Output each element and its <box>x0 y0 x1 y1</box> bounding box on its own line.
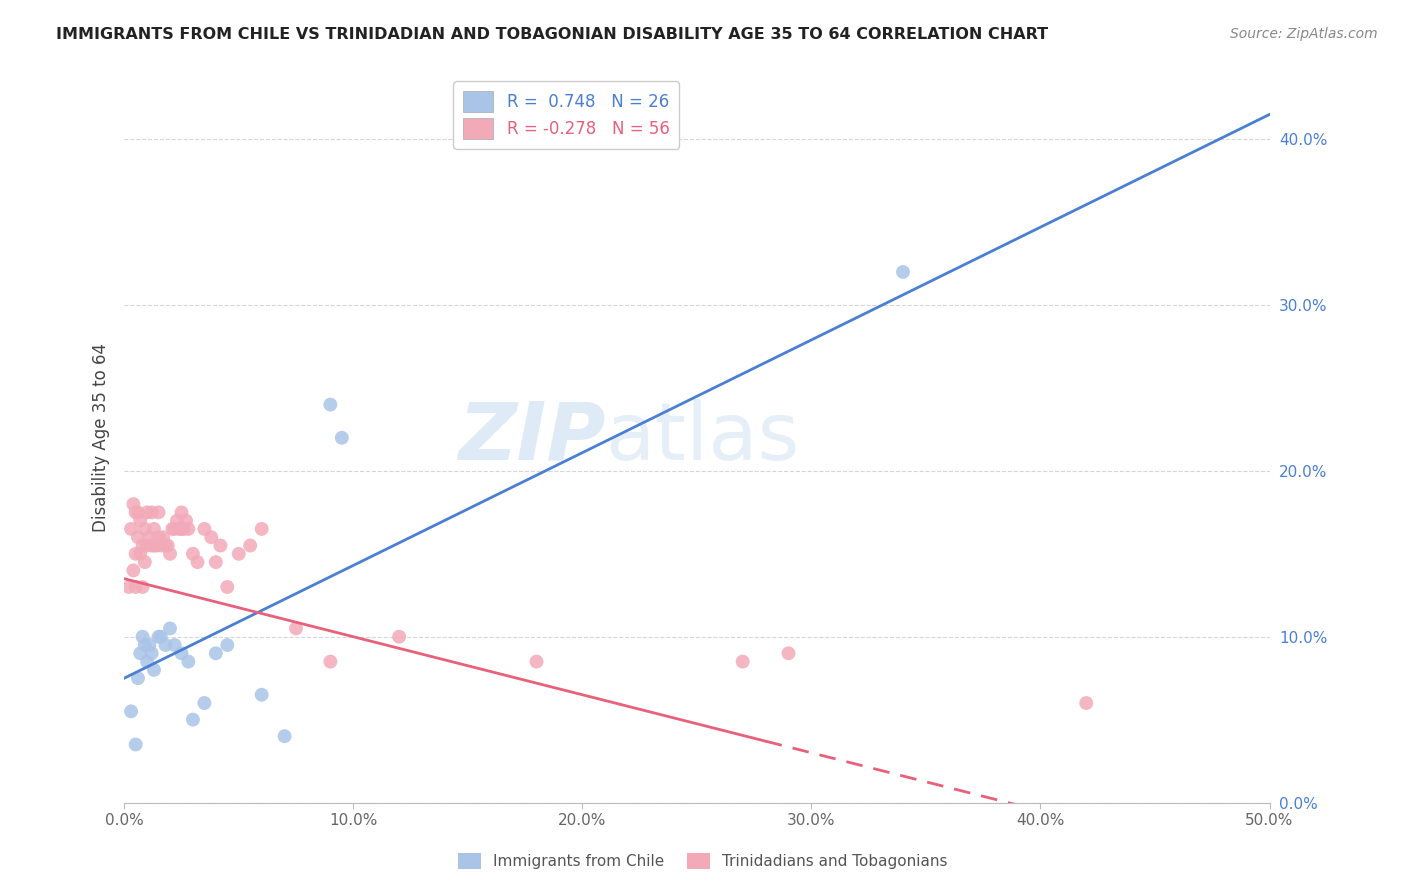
Point <box>526 655 548 669</box>
Text: atlas: atlas <box>605 399 800 476</box>
Point <box>134 638 156 652</box>
Point <box>148 505 170 519</box>
Point <box>319 398 342 412</box>
Point <box>143 663 166 677</box>
Point <box>122 563 145 577</box>
Point <box>124 547 146 561</box>
Point <box>120 522 142 536</box>
Point <box>129 547 152 561</box>
Point <box>134 555 156 569</box>
Point <box>1076 696 1098 710</box>
Point <box>193 696 215 710</box>
Point <box>177 522 200 536</box>
Point <box>143 522 166 536</box>
Point <box>148 530 170 544</box>
Point <box>134 522 156 536</box>
Point <box>205 555 228 569</box>
Point <box>193 522 215 536</box>
Point <box>330 431 353 445</box>
Text: ZIP: ZIP <box>458 399 605 476</box>
Point <box>149 539 172 553</box>
Point <box>145 539 167 553</box>
Point <box>285 622 308 636</box>
Point <box>122 497 145 511</box>
Point <box>120 704 142 718</box>
Point <box>217 580 239 594</box>
Point <box>319 655 342 669</box>
Point <box>167 522 190 536</box>
Point <box>159 622 181 636</box>
Point <box>159 547 181 561</box>
Point <box>141 539 163 553</box>
Point <box>156 539 179 553</box>
Legend: R =  0.748   N = 26, R = -0.278   N = 56: R = 0.748 N = 26, R = -0.278 N = 56 <box>453 81 679 149</box>
Point <box>152 530 174 544</box>
Legend: Immigrants from Chile, Trinidadians and Tobagonians: Immigrants from Chile, Trinidadians and … <box>451 847 955 875</box>
Point <box>155 539 177 553</box>
Point <box>124 738 146 752</box>
Point <box>170 522 193 536</box>
Point <box>163 638 186 652</box>
Point <box>181 547 204 561</box>
Point <box>166 514 188 528</box>
Text: Source: ZipAtlas.com: Source: ZipAtlas.com <box>1230 27 1378 41</box>
Point <box>127 505 149 519</box>
Point <box>209 539 232 553</box>
Point <box>731 655 754 669</box>
Point <box>148 630 170 644</box>
Point <box>124 505 146 519</box>
Text: IMMIGRANTS FROM CHILE VS TRINIDADIAN AND TOBAGONIAN DISABILITY AGE 35 TO 64 CORR: IMMIGRANTS FROM CHILE VS TRINIDADIAN AND… <box>56 27 1049 42</box>
Point <box>177 655 200 669</box>
Point <box>239 539 262 553</box>
Point <box>136 505 159 519</box>
Point <box>118 580 141 594</box>
Point <box>778 646 800 660</box>
Point <box>127 530 149 544</box>
Point <box>141 505 163 519</box>
Point <box>200 530 222 544</box>
Point <box>136 539 159 553</box>
Point <box>131 580 153 594</box>
Point <box>124 580 146 594</box>
Point <box>273 729 295 743</box>
Point <box>181 713 204 727</box>
Point <box>217 638 239 652</box>
Point <box>138 530 160 544</box>
Point <box>162 522 184 536</box>
Point <box>129 514 152 528</box>
Point <box>136 655 159 669</box>
Point <box>173 522 195 536</box>
Point <box>143 539 166 553</box>
Y-axis label: Disability Age 35 to 64: Disability Age 35 to 64 <box>93 343 110 533</box>
Point <box>131 539 153 553</box>
Point <box>250 688 273 702</box>
Point <box>149 630 172 644</box>
Point <box>163 522 186 536</box>
Point <box>891 265 914 279</box>
Point <box>129 646 152 660</box>
Point <box>141 646 163 660</box>
Point <box>170 646 193 660</box>
Point <box>228 547 250 561</box>
Point <box>250 522 273 536</box>
Point <box>127 671 149 685</box>
Point <box>170 505 193 519</box>
Point <box>174 514 197 528</box>
Point <box>388 630 411 644</box>
Point <box>186 555 208 569</box>
Point <box>205 646 228 660</box>
Point <box>131 630 153 644</box>
Point <box>138 638 160 652</box>
Point <box>155 638 177 652</box>
